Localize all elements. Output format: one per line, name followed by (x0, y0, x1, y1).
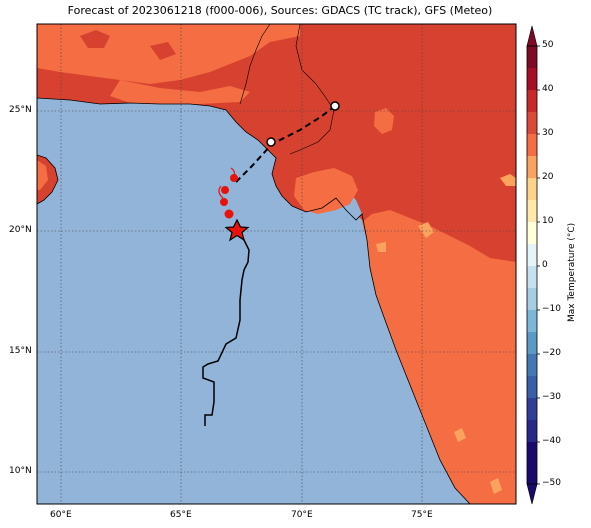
coastline-oman (37, 154, 59, 205)
tc-current-position-star (224, 218, 250, 242)
colorbar-seg-m15-m10 (527, 310, 537, 332)
colorbar-seg-m20-m15 (527, 332, 537, 354)
land-hot-patch-2 (150, 42, 176, 60)
lat-label-20: 20°N (9, 225, 32, 235)
map-title: Forecast of 2023061218 (f000-006), Sourc… (67, 4, 493, 17)
colorbar (526, 25, 540, 505)
colorbar-tick-30: 30 (542, 128, 554, 138)
colorbar-seg-25-30 (527, 134, 537, 156)
colorbar-seg-20-25 (527, 156, 537, 178)
lon-label-65: 65°E (170, 510, 192, 520)
colorbar-seg-45-50 (527, 46, 537, 68)
lon-label-75: 75°E (411, 510, 433, 520)
colorbar-bottom-arrow (526, 483, 538, 505)
colorbar-seg-m25-m20 (527, 354, 537, 376)
colorbar-top-arrow (526, 25, 538, 47)
land-mild-patch-4 (490, 478, 502, 494)
land-hot-patch-1 (80, 30, 110, 48)
colorbar-seg-m40-m35 (527, 420, 537, 442)
map-area (37, 24, 516, 504)
colorbar-tick-m10: −10 (542, 304, 561, 314)
lon-label-70: 70°E (291, 510, 313, 520)
colorbar-tick-20: 20 (542, 172, 554, 182)
lat-label-15: 15°N (9, 346, 32, 356)
colorbar-seg-m5-0 (527, 266, 537, 288)
colorbar-label: Max Temperature (°C) (567, 222, 577, 322)
coastline (37, 97, 471, 504)
lat-label-10: 10°N (9, 466, 32, 476)
colorbar-seg-m50-m40 (527, 442, 537, 484)
land-mild-patch-2 (418, 222, 434, 238)
colorbar-seg-0-5 (527, 244, 537, 266)
colorbar-tick-m20: −20 (542, 348, 561, 358)
colorbar-tick-50: 50 (542, 40, 554, 50)
colorbar-seg-10-15 (527, 200, 537, 222)
lat-label-25: 25°N (9, 105, 32, 115)
land-warm-patch (374, 108, 394, 134)
land-mild-patch-3 (454, 428, 466, 442)
colorbar-tick-0: 0 (542, 260, 548, 270)
colorbar-tick-m50: −50 (542, 478, 561, 488)
colorbar-seg-30-35 (527, 112, 537, 134)
land-north (37, 24, 516, 504)
colorbar-seg-35-40 (527, 90, 537, 112)
tc-forecast-marker-1 (266, 137, 276, 147)
land-warm-gujarat (294, 168, 358, 214)
land-warm-iran-b (110, 80, 250, 104)
tc-forecast-track (235, 105, 336, 183)
colorbar-seg-15-20 (527, 178, 537, 200)
land-mild-patch-5 (376, 242, 386, 252)
colorbar-seg-m35-m30 (527, 398, 537, 420)
colorbar-tick-m30: −30 (542, 392, 561, 402)
colorbar-tick-m40: −40 (542, 436, 561, 446)
land-warm-oman (37, 160, 48, 190)
border-pakistan-india (289, 24, 335, 155)
colorbar-seg-5-10 (527, 222, 537, 244)
tc-forecast-marker-2 (330, 101, 340, 111)
colorbar-seg-m10-m5 (527, 288, 537, 310)
land-warm-west-india (362, 210, 516, 504)
gridlines (37, 24, 516, 504)
colorbar-tick-10: 10 (542, 216, 554, 226)
lon-label-60: 60°E (50, 510, 72, 520)
tc-past-track (202, 227, 250, 426)
colorbar-seg-40-45 (527, 68, 537, 90)
colorbar-seg-m30-m25 (527, 376, 537, 398)
border-iran-pakistan (239, 24, 271, 105)
land-mild-patch-1 (500, 174, 516, 186)
colorbar-tick-40: 40 (542, 84, 554, 94)
map-frame (36, 23, 517, 505)
tc-red-markers (218, 167, 238, 219)
